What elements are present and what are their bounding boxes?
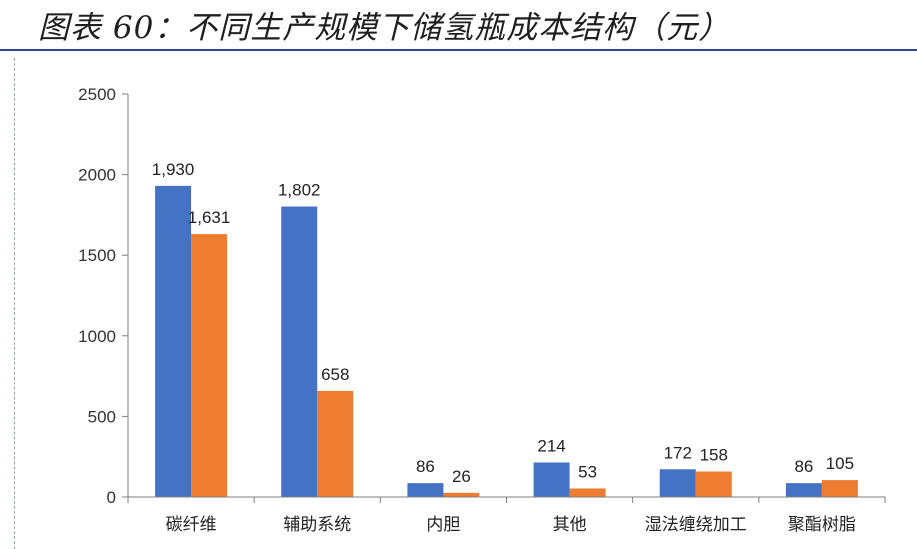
category-label: 聚酯树脂 bbox=[788, 515, 856, 535]
bars bbox=[155, 185, 858, 498]
y-tick-label: 0 bbox=[107, 488, 116, 507]
category-labels: 碳纤维 辅助系统 内胆 其他 湿法缠绕加工 聚酯树脂 bbox=[166, 515, 856, 535]
y-tick-label: 1500 bbox=[78, 246, 116, 265]
category-label: 碳纤维 bbox=[166, 515, 217, 535]
y-axis-ticks: 0 500 1000 1500 2000 2500 bbox=[78, 85, 129, 507]
bar-series-1-5 bbox=[659, 469, 696, 497]
left-dashed-rule bbox=[14, 58, 15, 549]
bar-series-2-2 bbox=[317, 390, 354, 497]
category-label: 湿法缠绕加工 bbox=[645, 515, 747, 535]
bar-series-1-3 bbox=[407, 483, 444, 497]
bar-series-1-6 bbox=[785, 483, 822, 497]
value-label-series-2-3: 26 bbox=[452, 467, 471, 486]
value-label-series-1-4: 214 bbox=[537, 437, 565, 456]
y-tick-label: 2500 bbox=[78, 85, 116, 104]
value-label-series-2-4: 53 bbox=[578, 462, 597, 481]
category-label: 辅助系统 bbox=[283, 515, 351, 535]
bar-series-2-6 bbox=[821, 480, 858, 497]
value-label-series-2-2: 658 bbox=[321, 365, 349, 384]
value-label-series-2-5: 158 bbox=[700, 446, 728, 465]
bar-series-2-5 bbox=[695, 471, 732, 497]
y-tick-label: 500 bbox=[88, 407, 116, 426]
bar-series-2-1 bbox=[191, 234, 228, 497]
bar-series-2-3 bbox=[443, 492, 480, 497]
bar-series-1-2 bbox=[281, 206, 318, 498]
category-label: 其他 bbox=[553, 515, 587, 535]
y-tick-label: 1000 bbox=[78, 327, 116, 346]
value-label-series-1-6: 86 bbox=[794, 457, 813, 476]
title-underline bbox=[0, 49, 917, 51]
value-labels: 1,930 1,802 86 214 172 86 1,631 658 26 53 158 105 bbox=[152, 160, 854, 486]
y-tick-label: 2000 bbox=[78, 166, 116, 185]
x-axis bbox=[127, 496, 886, 503]
value-label-series-2-1: 1,631 bbox=[188, 208, 231, 227]
category-label: 内胆 bbox=[426, 515, 460, 535]
value-label-series-1-5: 172 bbox=[664, 443, 692, 462]
value-label-series-1-3: 86 bbox=[416, 457, 435, 476]
figure-title: 图表 60：不同生产规模下储氢瓶成本结构（元） bbox=[38, 10, 731, 46]
bar-series-1-4 bbox=[533, 462, 570, 497]
value-label-series-1-2: 1,802 bbox=[278, 181, 321, 200]
bar-series-1-1 bbox=[155, 185, 192, 497]
value-label-series-1-1: 1,930 bbox=[152, 160, 195, 179]
bar-series-2-4 bbox=[569, 488, 606, 497]
value-label-series-2-6: 105 bbox=[826, 454, 854, 473]
